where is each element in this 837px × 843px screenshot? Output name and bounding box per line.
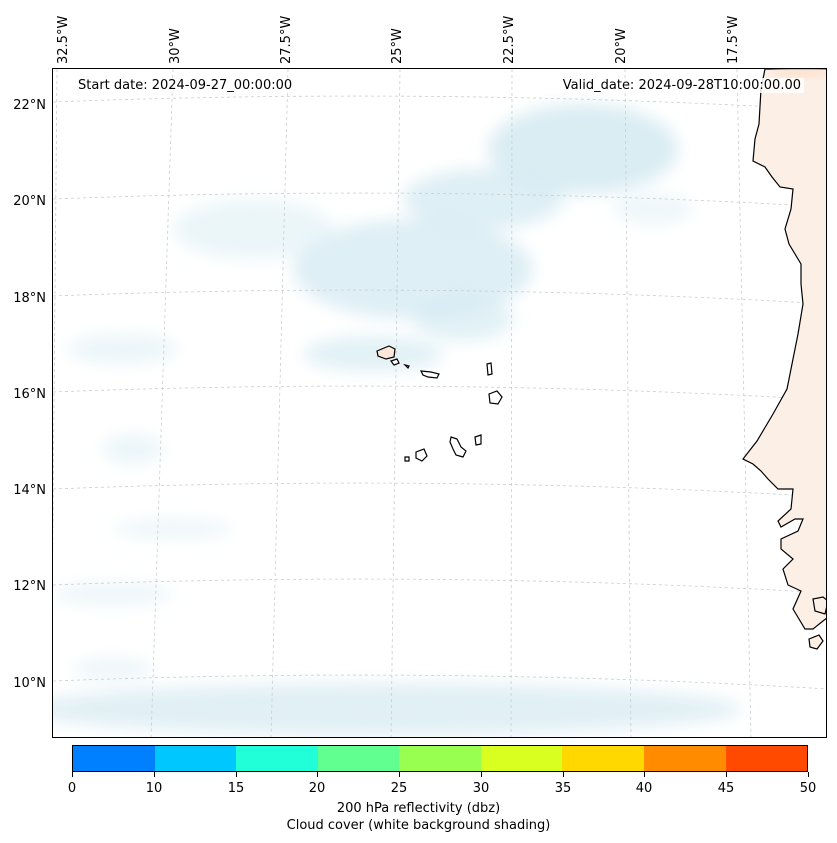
colorbar-tick — [563, 772, 564, 777]
colorbar-segment — [480, 746, 563, 771]
map-panel[interactable]: Start date: 2024-09-27_00:00:00 Valid_da… — [52, 68, 827, 738]
cloud-region — [68, 334, 178, 364]
cloud-region — [413, 297, 513, 341]
colorbar-tick — [808, 772, 809, 777]
colorbar-tick-label: 30 — [472, 781, 490, 796]
cloud-region — [53, 582, 173, 606]
island-maio — [474, 434, 482, 446]
colorbar-caption-1: 200 hPa reflectivity (dbz) — [336, 801, 501, 816]
start-date-label: Start date: 2024-09-27_00:00:00 — [75, 78, 296, 93]
colorbar-tick-label: 25 — [390, 781, 408, 796]
cloud-region — [113, 519, 233, 539]
colorbar-tick — [317, 772, 318, 777]
colorbar-tick — [236, 772, 237, 777]
island-santa-luzia — [403, 363, 410, 370]
valid-date-label: Valid_date: 2024-09-28T10:00:00.00 — [559, 78, 804, 93]
colorbar-segment — [317, 746, 400, 771]
latitude-label: 22°N — [13, 98, 46, 113]
island-santiago — [449, 436, 467, 458]
colorbar-tick-label: 45 — [717, 781, 735, 796]
colorbar-tick-label: 15 — [227, 781, 245, 796]
colorbar-tick — [481, 772, 482, 777]
reflectivity-shading — [773, 69, 826, 78]
cloud-region — [173, 199, 333, 259]
island-santo-antao — [376, 345, 396, 360]
island-sao-vicente — [390, 358, 400, 366]
colorbar-tick-label: 40 — [635, 781, 653, 796]
colorbar-segment — [643, 746, 726, 771]
colorbar-segment — [73, 746, 155, 771]
colorbar-segment — [154, 746, 237, 771]
cloud-region — [103, 434, 163, 464]
latitude-label: 18°N — [13, 291, 46, 306]
island-fogo — [415, 448, 428, 462]
map-canvas — [53, 69, 826, 737]
longitude-label: 25°W — [390, 28, 405, 64]
latitude-label: 10°N — [13, 676, 46, 691]
latitude-label: 14°N — [13, 483, 46, 498]
island-boa-vista — [488, 390, 503, 405]
african-coast — [742, 69, 826, 650]
longitude-label: 20°W — [614, 28, 629, 64]
colorbar-tick-label: 50 — [799, 781, 817, 796]
island-brava — [404, 456, 410, 462]
cloud-region — [488, 104, 678, 194]
colorbar-tick — [644, 772, 645, 777]
colorbar-tick — [72, 772, 73, 777]
longitude-label: 32.5°W — [56, 15, 71, 64]
reflectivity-colorbar — [72, 745, 808, 772]
colorbar-tick — [154, 772, 155, 777]
colorbar-caption-2: Cloud cover (white background shading) — [286, 818, 551, 833]
cloud-region — [303, 336, 443, 372]
colorbar-tick-label: 20 — [308, 781, 326, 796]
colorbar-segment — [725, 746, 808, 771]
cloud-region — [403, 169, 563, 229]
cloud-region — [73, 657, 153, 681]
longitude-label: 30°W — [168, 28, 183, 64]
cloud-region — [53, 683, 743, 735]
colorbar-segment — [236, 746, 318, 771]
cloud-region — [293, 219, 533, 319]
island-sao-nicolau — [419, 370, 440, 379]
latitude-label: 16°N — [13, 387, 46, 402]
colorbar-tick-label: 10 — [145, 781, 163, 796]
colorbar-tick-label: 0 — [67, 781, 77, 796]
colorbar-tick — [726, 772, 727, 777]
colorbar-segment — [399, 746, 481, 771]
island-sal — [486, 362, 493, 376]
longitude-label: 17.5°W — [726, 15, 741, 64]
cape-verde-islands — [376, 345, 503, 462]
longitude-label: 27.5°W — [279, 15, 294, 64]
cloud-region — [613, 194, 693, 224]
graticule — [53, 69, 826, 737]
latitude-label: 12°N — [13, 579, 46, 594]
longitude-label: 22.5°W — [502, 15, 517, 64]
colorbar-segment — [562, 746, 644, 771]
cloud-cover-shading — [53, 104, 743, 735]
latitude-label: 20°N — [13, 194, 46, 209]
colorbar-tick — [399, 772, 400, 777]
colorbar-tick-label: 35 — [554, 781, 572, 796]
